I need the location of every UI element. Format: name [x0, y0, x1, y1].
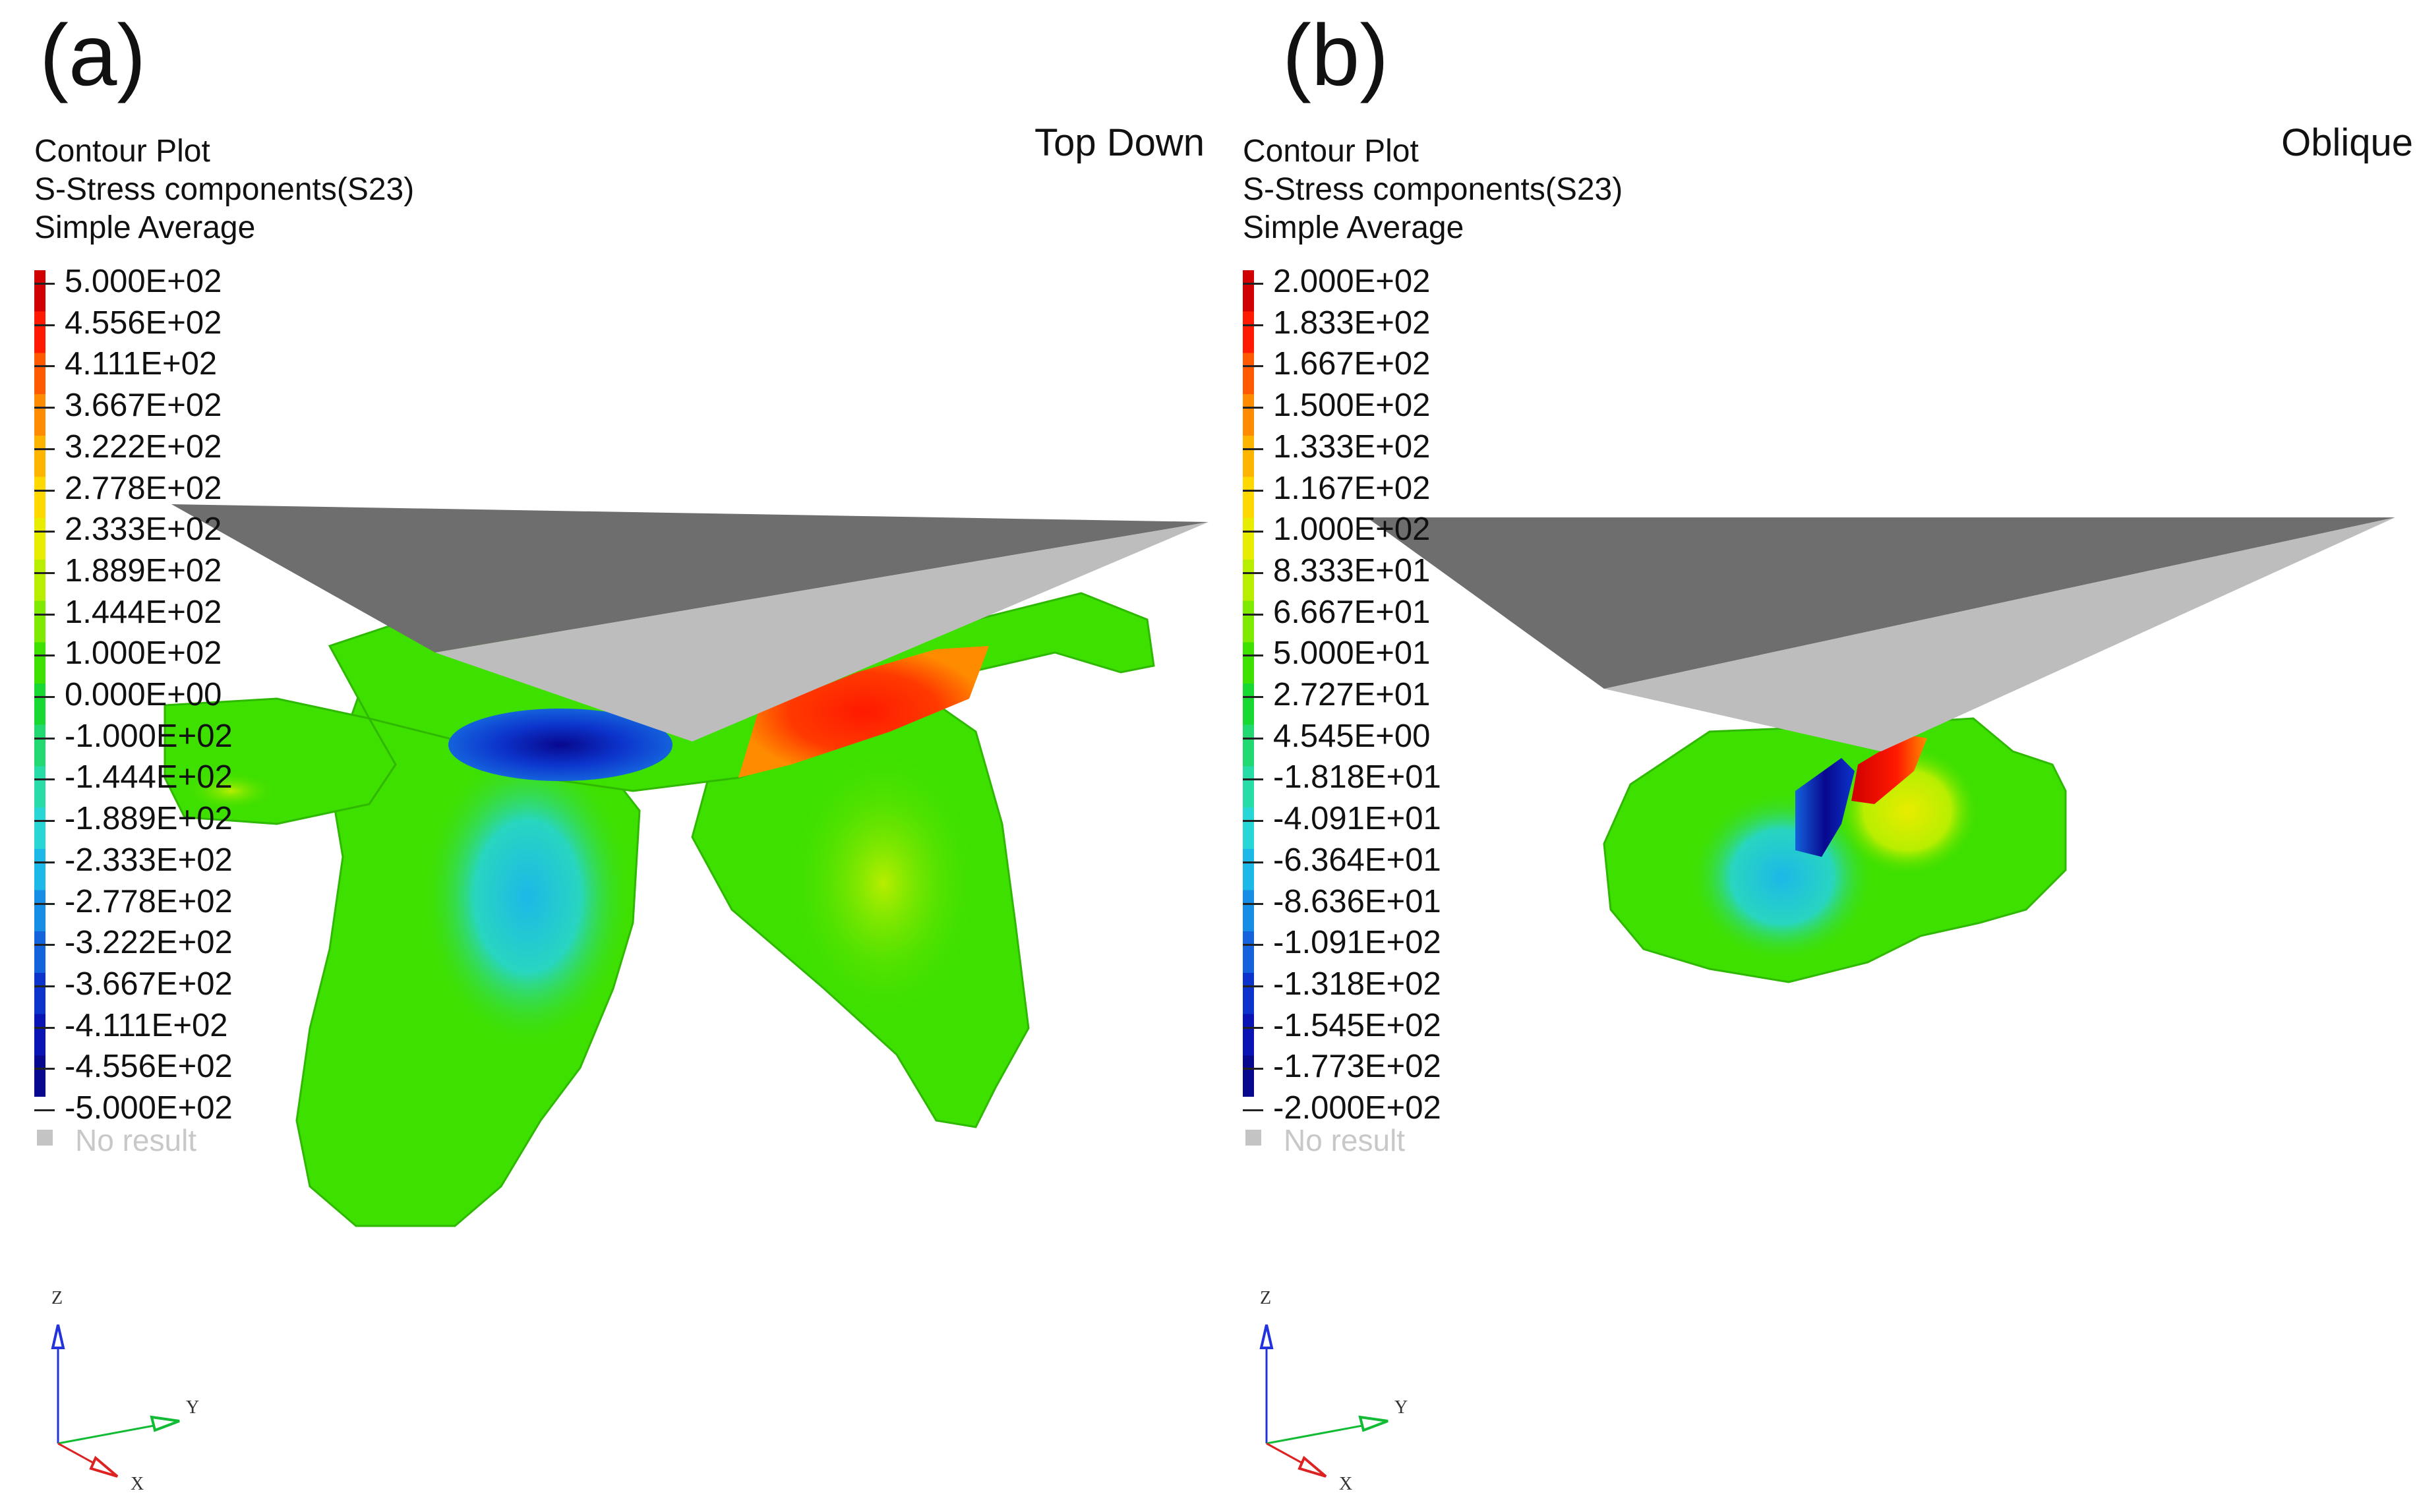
axis-triad: Z Y X — [51, 1288, 199, 1494]
legend-entry: -1.000E+02 — [34, 717, 311, 759]
axis-x-label: X — [131, 1474, 144, 1494]
legend-color-bar — [1243, 270, 1254, 1097]
plot-type-label: Contour Plot — [1243, 134, 1419, 169]
legend-entry: 1.889E+02 — [34, 552, 311, 594]
axis-y-label: Y — [1394, 1397, 1408, 1418]
legend-entry: 1.167E+02 — [1243, 469, 1520, 511]
legend-entry: -6.364E+01 — [1243, 841, 1520, 883]
result-variable-label: S-Stress components(S23) — [1243, 172, 1623, 207]
axis-z-label: Z — [51, 1288, 63, 1308]
legend-entry: -1.318E+02 — [1243, 965, 1520, 1007]
legend-entry: 1.333E+02 — [1243, 428, 1520, 470]
indenter-dark-face — [171, 504, 1208, 653]
legend-entry: 5.000E+01 — [1243, 634, 1520, 676]
averaging-label: Simple Average — [1243, 210, 1464, 245]
legend-entry: 2.333E+02 — [34, 510, 311, 552]
legend-entry: 2.778E+02 — [34, 469, 311, 511]
legend-entry: -1.773E+02 — [1243, 1047, 1520, 1090]
axis-y-label: Y — [186, 1397, 199, 1418]
model-left-flap-zone — [185, 771, 277, 811]
axis-x-label: X — [1339, 1474, 1352, 1494]
model-tension-zone — [738, 646, 989, 778]
no-result-swatch — [37, 1130, 53, 1146]
legend-entry: 8.333E+01 — [1243, 552, 1520, 594]
panel-letter: (b) — [1282, 7, 1389, 103]
panel-letter: (a) — [40, 7, 146, 103]
legend-entry: 4.111E+02 — [34, 345, 311, 387]
legend-entry: 1.833E+02 — [1243, 304, 1520, 346]
legend-entry: -1.545E+02 — [1243, 1006, 1520, 1049]
legend-entry: -1.444E+02 — [34, 758, 311, 800]
legend-entry: -4.111E+02 — [34, 1006, 311, 1049]
legend-entry: 5.000E+02 — [34, 262, 311, 305]
fem-model-oblique — [1367, 517, 2395, 983]
legend-entry: -2.778E+02 — [34, 883, 311, 925]
legend-entry: -4.556E+02 — [34, 1047, 311, 1090]
panel-oblique: (b) Oblique Contour Plot S-Stress compon… — [1208, 0, 2417, 1512]
result-variable-label: S-Stress components(S23) — [34, 172, 415, 207]
legend-entry: -1.818E+01 — [1243, 758, 1520, 800]
indenter-dark-face — [1367, 517, 2395, 689]
indenter-light-face — [1604, 517, 2395, 751]
legend-entry: 3.667E+02 — [34, 386, 311, 428]
model-compression-zone — [448, 709, 672, 781]
legend-entry: 0.000E+00 — [34, 676, 311, 718]
averaging-label: Simple Average — [34, 210, 256, 245]
legend-entry: 3.222E+02 — [34, 428, 311, 470]
indenter-light-face — [435, 522, 1208, 741]
legend-entry: 4.545E+00 — [1243, 717, 1520, 759]
axis-z-label: Z — [1260, 1288, 1271, 1308]
axis-triad: Z Y X — [1259, 1288, 1408, 1494]
legend-entry: -2.000E+02 — [1243, 1089, 1520, 1131]
legend-entry: -3.667E+02 — [34, 965, 311, 1007]
no-result-label: No result — [1284, 1123, 1406, 1157]
legend-entry: -1.091E+02 — [1243, 923, 1520, 966]
legend-entry: -3.222E+02 — [34, 923, 311, 966]
legend-color-bar — [34, 270, 45, 1097]
panel-top-down: (a) Top Down Contour Plot S-Stress compo… — [0, 0, 1208, 1512]
legend-entry: 1.500E+02 — [1243, 386, 1520, 428]
legend-entry: -5.000E+02 — [34, 1089, 311, 1131]
plot-type-label: Contour Plot — [34, 134, 210, 169]
legend-entry: -4.091E+01 — [1243, 800, 1520, 842]
view-label: Oblique — [2281, 121, 2413, 164]
fem-model-top-down — [164, 504, 1208, 1227]
legend-entry: 2.000E+02 — [1243, 262, 1520, 305]
legend-entry: 1.444E+02 — [34, 593, 311, 635]
legend-entry: 1.667E+02 — [1243, 345, 1520, 387]
no-result-label: No result — [75, 1123, 197, 1157]
legend-entry: -2.333E+02 — [34, 841, 311, 883]
no-result-swatch — [1245, 1130, 1261, 1146]
view-label: Top Down — [1034, 121, 1205, 164]
legend-entry: 6.667E+01 — [1243, 593, 1520, 635]
legend-entry: 4.556E+02 — [34, 304, 311, 346]
model-right-lobe-zone — [785, 745, 982, 1022]
legend-entry: -8.636E+01 — [1243, 883, 1520, 925]
legend-entry: 1.000E+02 — [1243, 510, 1520, 552]
legend-entry: 1.000E+02 — [34, 634, 311, 676]
legend-entry: -1.889E+02 — [34, 800, 311, 842]
legend-entry: 2.727E+01 — [1243, 676, 1520, 718]
model-left-lobe-shear-zone — [422, 745, 633, 1048]
model-compression-zone — [1795, 758, 1855, 857]
model-tension-zone — [1851, 735, 1927, 804]
